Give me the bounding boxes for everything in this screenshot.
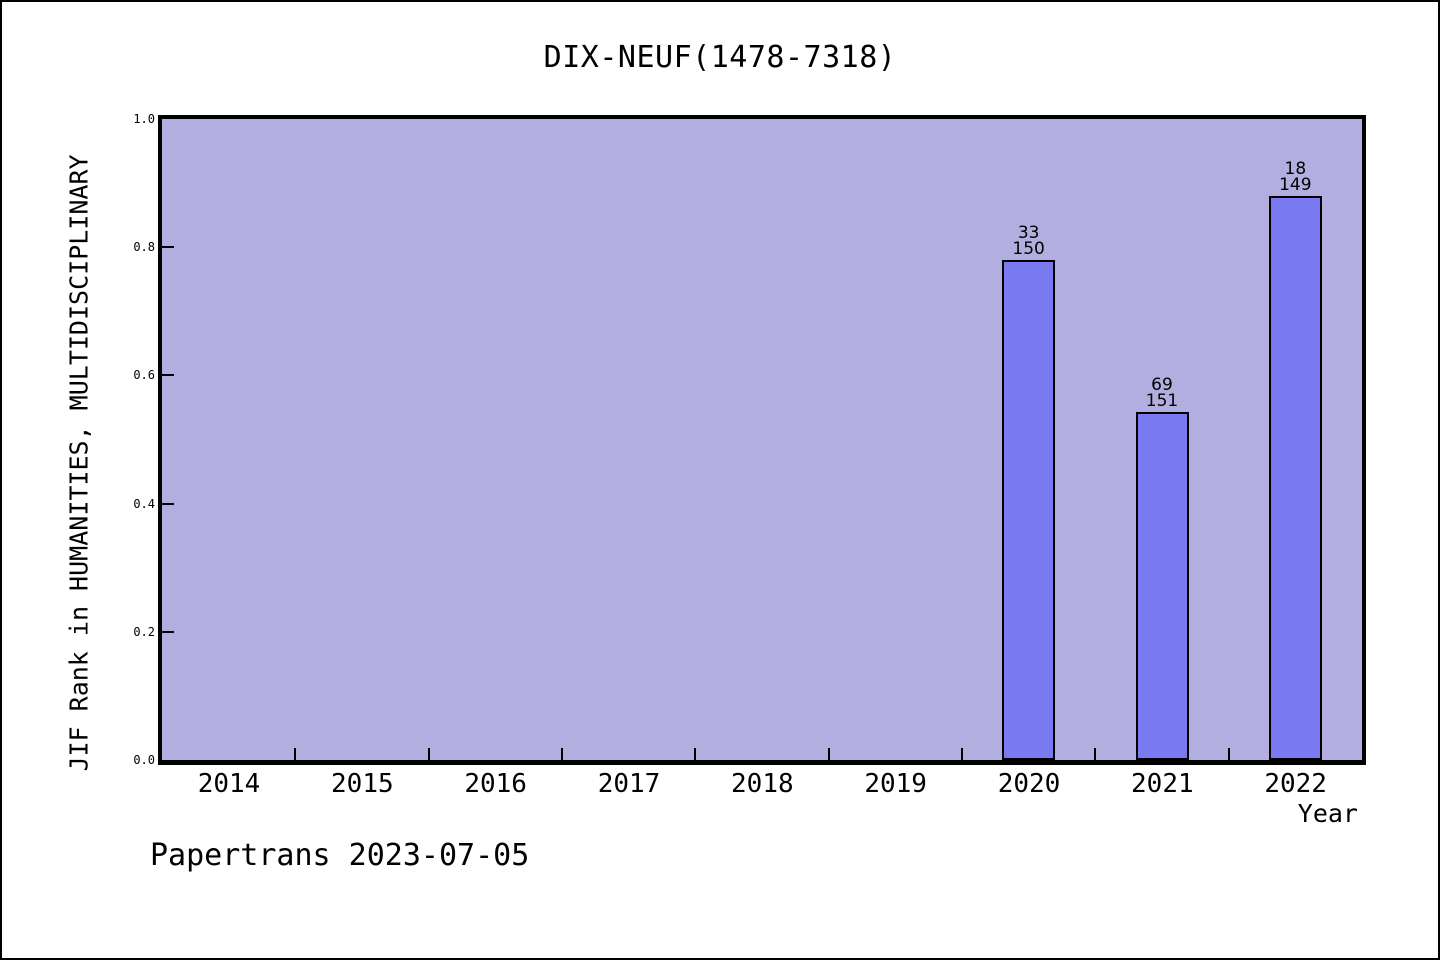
x-tick-label-2017: 2017 [597,769,661,799]
x-tick-label-2014: 2014 [197,769,261,799]
y-tick-label: 0.0 [133,753,155,767]
x-tick-label-2018: 2018 [731,769,794,799]
bar-value-label-2020: 33 150 [1012,223,1045,260]
x-tick-mark [961,748,963,760]
y-axis-label: JIF Rank in HUMANITIES, MULTIDISCIPLINAR… [64,154,94,772]
x-tick-mark [561,748,563,760]
x-tick-label-2015: 2015 [331,769,394,799]
watermark-text: Papertrans 2023-07-05 [150,838,530,873]
chart-title: DIX-NEUF(1478-7318) [543,40,897,75]
x-tick-label-2016: 2016 [464,769,527,799]
x-tick-label-2021: 2021 [1131,769,1194,799]
y-tick-label: 0.8 [133,240,155,255]
x-tick-label-2022: 2022 [1264,769,1327,799]
x-tick-mark [694,748,697,760]
x-tick-mark [1094,748,1097,760]
x-tick-mark [427,748,430,760]
y-tick-mark [162,374,174,377]
y-tick-label: 1.0 [133,112,155,126]
x-tick-mark [1227,748,1230,760]
bar-value-label-2021: 69 151 [1145,374,1179,411]
bar-value-label-2022: 18 149 [1279,159,1312,196]
x-tick-mark [294,748,297,760]
y-tick-mark [162,502,174,505]
x-tick-label-2020: 2020 [997,769,1061,799]
y-tick-label: 0.2 [133,624,155,639]
y-tick-mark [162,630,174,633]
bar-2022 [1268,196,1322,760]
y-tick-label: 0.6 [133,368,155,383]
x-tick-label-2019: 2019 [864,769,927,799]
plot-area: 33 150 69 151 18 149 [158,115,1366,765]
x-axis-label: Year [1297,799,1358,828]
y-tick-label: 0.4 [133,496,155,511]
x-tick-mark [827,748,830,760]
bar-2021 [1135,411,1189,760]
bar-2020 [1002,260,1056,760]
y-tick-mark [162,246,174,249]
